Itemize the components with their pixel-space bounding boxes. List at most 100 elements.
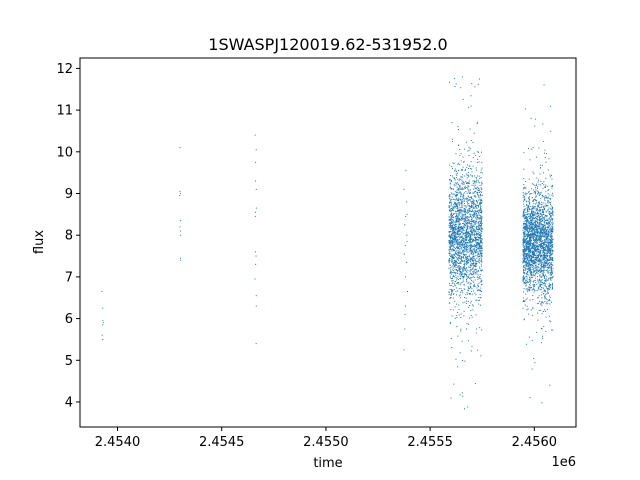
data-point <box>532 199 534 201</box>
data-point <box>455 221 457 223</box>
data-point <box>481 246 483 248</box>
data-point <box>544 295 546 297</box>
data-point <box>456 199 458 201</box>
data-point <box>466 323 468 325</box>
data-point <box>548 252 550 254</box>
data-point <box>468 273 470 275</box>
data-point <box>452 224 454 226</box>
data-point <box>472 241 474 243</box>
data-point <box>452 277 453 279</box>
data-point <box>531 192 533 194</box>
data-point <box>523 241 525 243</box>
data-point <box>532 208 534 210</box>
data-point <box>455 250 457 252</box>
data-point <box>453 208 455 210</box>
data-point <box>532 217 534 219</box>
data-point <box>525 280 527 282</box>
data-point <box>530 223 532 225</box>
data-point <box>474 266 476 268</box>
data-point <box>549 384 551 386</box>
data-point <box>526 192 528 194</box>
data-point <box>457 144 459 146</box>
data-point <box>526 237 528 239</box>
data-point <box>455 277 457 279</box>
data-point <box>450 271 452 273</box>
data-point <box>449 221 451 223</box>
data-point <box>529 255 531 257</box>
data-point <box>458 273 460 275</box>
data-point <box>532 213 534 215</box>
data-point <box>537 206 539 208</box>
data-point <box>457 228 459 230</box>
data-point <box>527 220 529 222</box>
data-point <box>456 208 458 210</box>
data-point <box>475 217 477 219</box>
data-point <box>525 282 527 284</box>
data-point <box>468 317 470 319</box>
data-point <box>477 214 479 216</box>
data-point <box>450 188 452 190</box>
data-point <box>470 224 472 226</box>
data-point <box>457 209 459 211</box>
data-point <box>463 264 465 266</box>
data-point <box>548 260 550 262</box>
data-point <box>525 243 527 245</box>
data-point <box>452 226 454 228</box>
data-point <box>459 185 461 187</box>
data-point <box>474 251 476 253</box>
data-point <box>533 230 535 232</box>
data-point <box>525 265 527 267</box>
data-point <box>525 245 527 247</box>
data-point <box>478 277 480 279</box>
data-point <box>537 232 539 234</box>
data-point <box>467 406 469 408</box>
data-point <box>455 290 457 292</box>
data-point <box>523 213 525 215</box>
data-point <box>461 211 463 213</box>
data-point <box>466 257 468 259</box>
data-point <box>526 255 528 257</box>
data-point <box>529 258 531 260</box>
data-point <box>475 181 477 183</box>
data-point <box>534 213 536 215</box>
data-point <box>528 213 530 215</box>
data-point <box>545 297 547 299</box>
data-point <box>458 204 460 206</box>
data-point <box>449 269 451 271</box>
data-point <box>540 245 542 247</box>
data-point <box>535 282 537 284</box>
data-point <box>460 195 462 197</box>
data-point <box>454 262 456 264</box>
data-point <box>538 287 540 289</box>
data-point <box>536 206 538 208</box>
data-point <box>467 186 469 188</box>
data-point <box>477 179 479 181</box>
data-point <box>466 227 468 229</box>
data-point <box>477 210 479 212</box>
data-point <box>455 225 457 227</box>
data-point <box>470 300 472 302</box>
data-point <box>546 233 548 235</box>
data-point <box>452 297 454 299</box>
data-point <box>481 255 483 257</box>
data-point <box>530 235 532 237</box>
data-point <box>452 244 454 246</box>
data-point <box>466 141 468 143</box>
data-point <box>455 251 457 253</box>
data-point <box>461 253 463 255</box>
data-point <box>458 223 460 225</box>
data-point <box>528 263 530 265</box>
data-point <box>449 231 451 233</box>
data-point <box>539 216 541 217</box>
data-point <box>477 189 479 191</box>
data-point <box>467 150 469 152</box>
data-point <box>460 267 462 269</box>
data-point <box>461 168 463 170</box>
data-point <box>531 314 533 316</box>
data-point <box>533 236 535 238</box>
data-point <box>540 227 542 229</box>
data-point <box>452 293 454 295</box>
data-point <box>454 281 456 283</box>
data-point <box>459 211 461 213</box>
data-point <box>471 233 473 235</box>
